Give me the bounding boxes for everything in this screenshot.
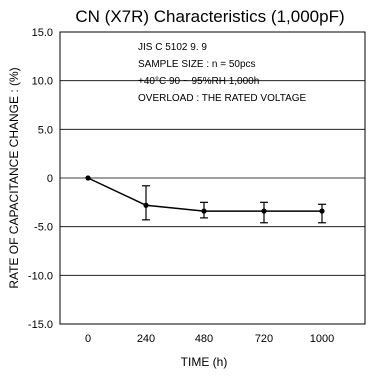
x-tick-label: 240 xyxy=(137,333,155,345)
data-point xyxy=(85,175,91,181)
y-tick-label: -5.0 xyxy=(34,222,53,234)
y-tick-label: 15.0 xyxy=(32,27,53,39)
x-tick-labels: 0 240 480 720 1000 xyxy=(85,333,334,345)
y-tick-label: 10.0 xyxy=(32,76,53,88)
grid-lines xyxy=(60,80,365,276)
y-tick-label: 5.0 xyxy=(38,124,53,136)
y-tick-label: 0 xyxy=(47,173,53,185)
annotation-conditions: +40°C 90 ~ 95%RH 1,000h xyxy=(138,76,259,87)
y-axis-label: RATE OF CAPACITANCE CHANGE : (%) xyxy=(7,67,21,288)
y-tick-label: -10.0 xyxy=(28,270,53,282)
plot-frame xyxy=(59,31,366,325)
chart-title: CN (X7R) Characteristics (1,000pF) xyxy=(75,7,344,26)
x-tick-label: 720 xyxy=(255,333,273,345)
data-series xyxy=(85,175,326,224)
annotation-standard: JIS C 5102 9. 9 xyxy=(138,42,207,53)
annotation-sample-size: SAMPLE SIZE : n = 50pcs xyxy=(138,59,256,70)
data-point xyxy=(143,202,149,208)
x-tick-label: 480 xyxy=(195,333,213,345)
y-tick-label: -15.0 xyxy=(28,319,53,331)
x-tick-label: 1000 xyxy=(310,333,334,345)
x-axis-label: TIME (h) xyxy=(181,355,228,369)
data-point xyxy=(261,208,267,214)
x-tick-label: 0 xyxy=(85,333,91,345)
annotation-box: JIS C 5102 9. 9 SAMPLE SIZE : n = 50pcs … xyxy=(138,42,307,104)
annotation-overload: OVERLOAD : THE RATED VOLTAGE xyxy=(138,93,307,104)
y-tick-labels: 15.0 10.0 5.0 0 -5.0 -10.0 -15.0 xyxy=(28,27,53,331)
data-point xyxy=(201,208,207,214)
data-point xyxy=(319,208,325,214)
series-line xyxy=(87,177,322,212)
